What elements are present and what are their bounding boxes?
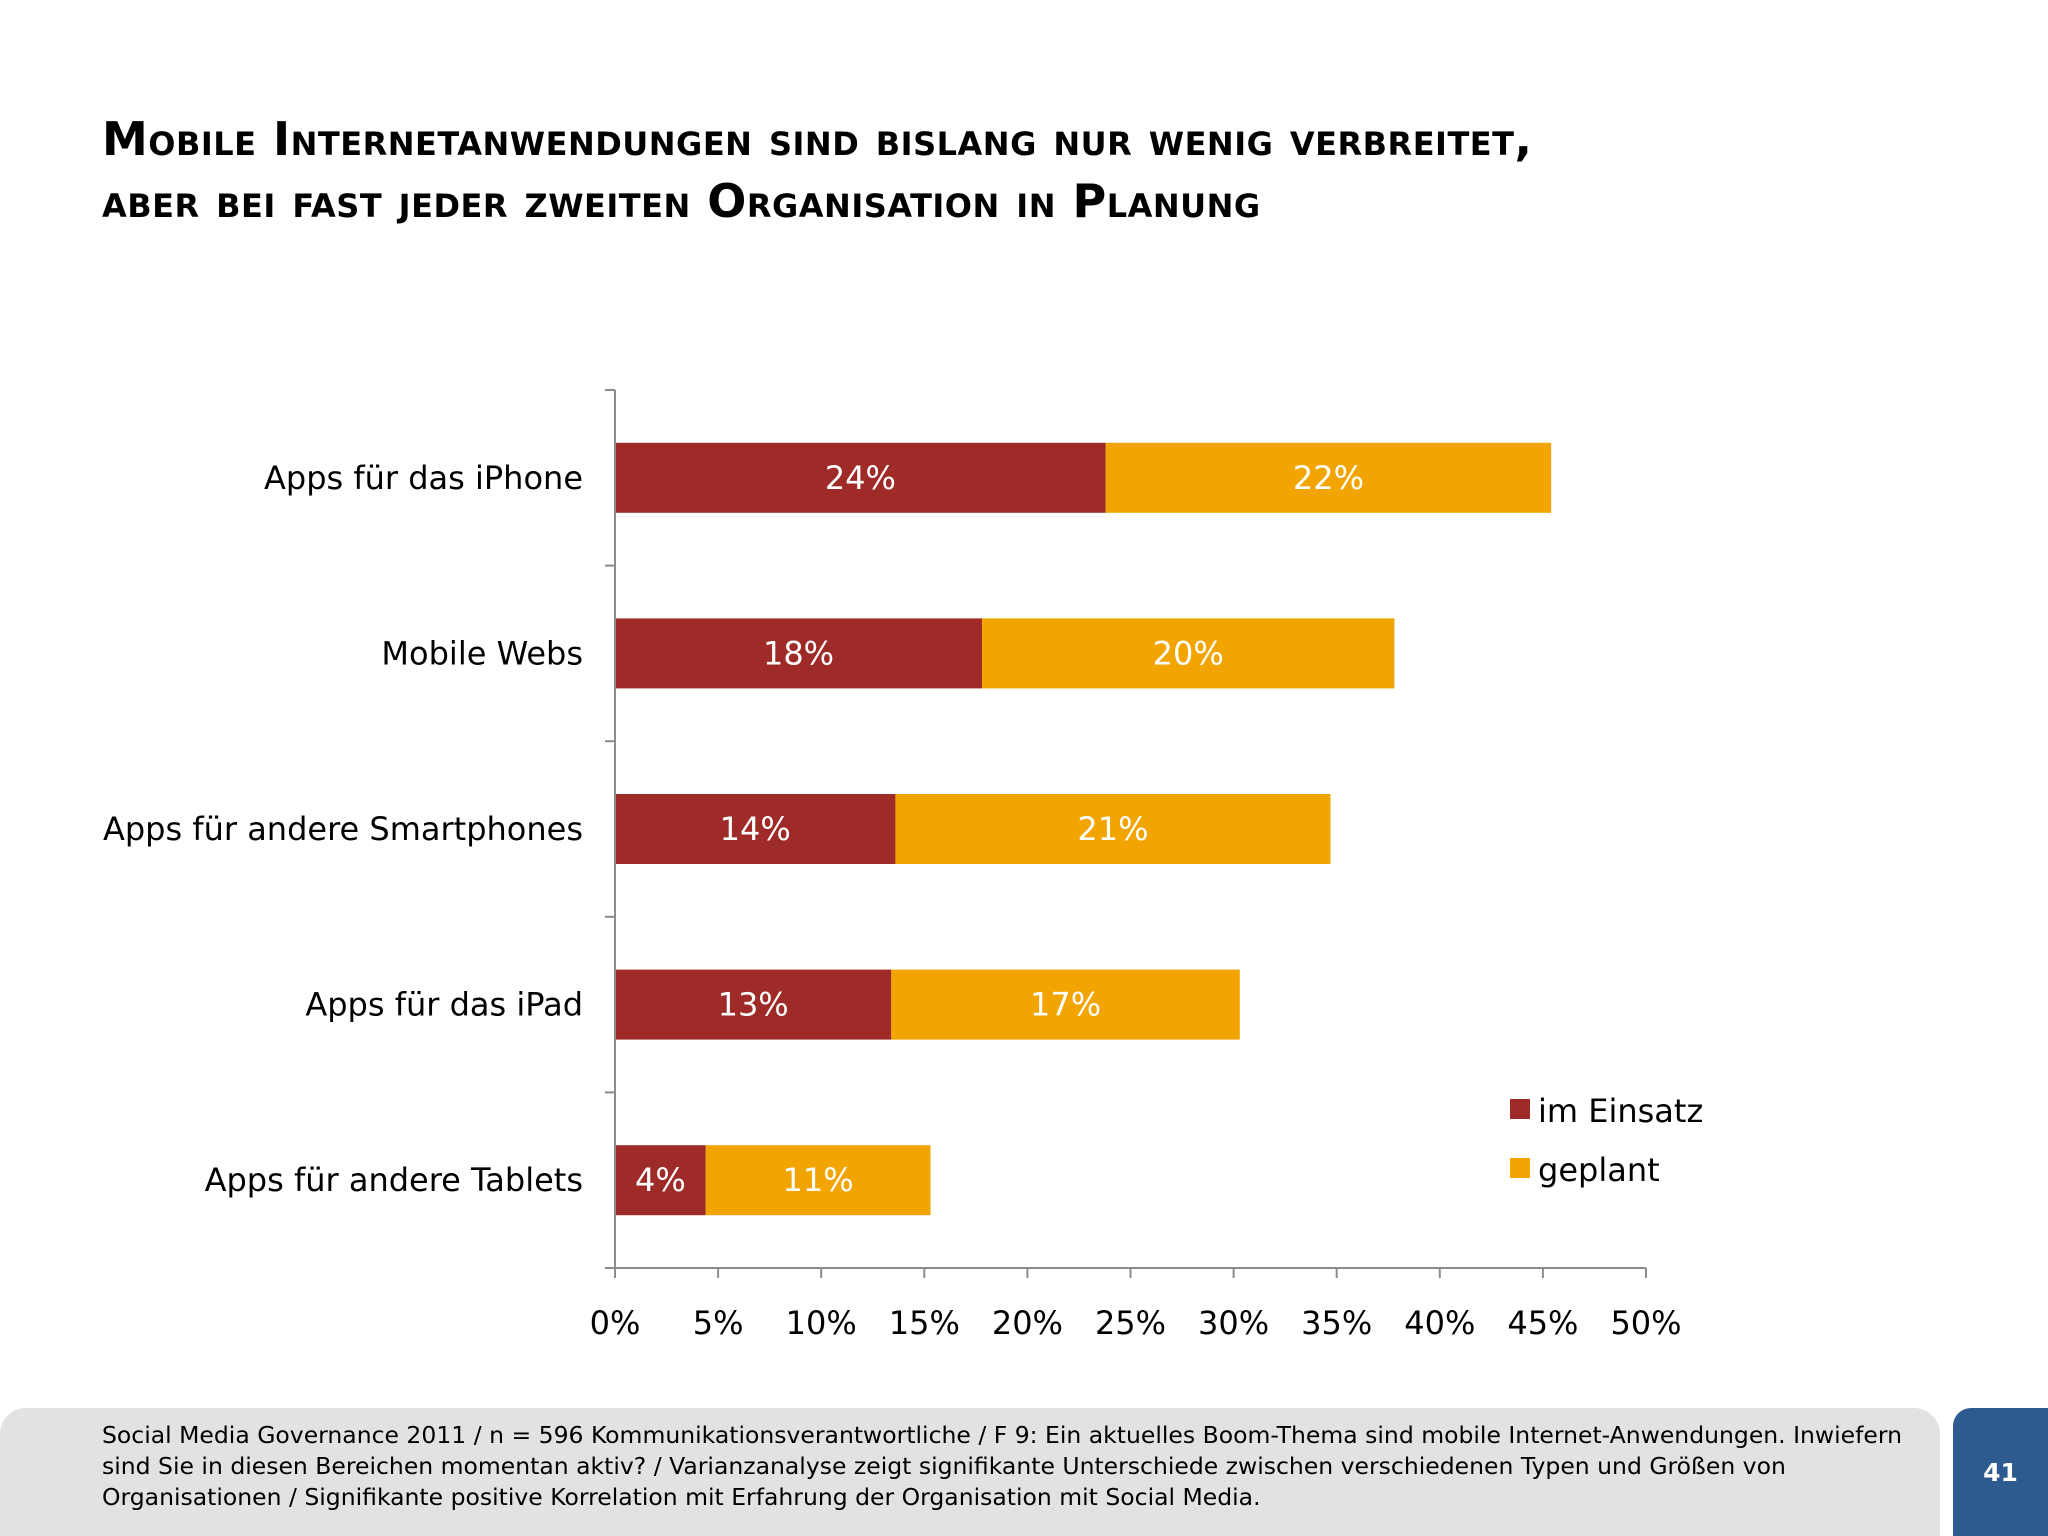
- data-label: 14%: [720, 810, 791, 848]
- data-label: 17%: [1030, 986, 1101, 1024]
- x-tick-label: 50%: [1610, 1304, 1681, 1342]
- data-label: 18%: [763, 634, 834, 672]
- data-label: 21%: [1077, 810, 1148, 848]
- x-tick-label: 15%: [889, 1304, 960, 1342]
- bar-segment: [982, 618, 1395, 689]
- bar-segment: [615, 794, 896, 864]
- x-tick-label: 0%: [590, 1304, 641, 1342]
- page-number: 41: [1983, 1457, 2018, 1487]
- legend-label: geplant: [1538, 1151, 1660, 1189]
- data-label: 13%: [718, 986, 789, 1024]
- category-label: Apps für andere Tablets: [205, 1161, 583, 1199]
- category-label: Mobile Webs: [381, 634, 583, 672]
- page-number-box: 41: [1953, 1408, 2048, 1536]
- title-line-1: Mobile Internetanwendungen sind bislang …: [102, 112, 1533, 166]
- title-line-2: aber bei fast jeder zweiten Organisation…: [102, 174, 1261, 228]
- bar-segment: [615, 969, 892, 1040]
- source-footnote: Social Media Governance 2011 / n = 596 K…: [102, 1421, 1903, 1511]
- data-label: 4%: [635, 1161, 686, 1199]
- x-tick-label: 35%: [1301, 1304, 1372, 1342]
- chart-legend: im Einsatz geplant: [1510, 1092, 1703, 1189]
- legend-label: im Einsatz: [1538, 1092, 1703, 1130]
- x-tick-label: 30%: [1198, 1304, 1269, 1342]
- category-label: Apps für andere Smartphones: [103, 810, 583, 848]
- x-tick-label: 45%: [1507, 1304, 1578, 1342]
- data-label: 20%: [1153, 634, 1224, 672]
- category-label: Apps für das iPad: [305, 986, 583, 1024]
- legend-swatch: [1510, 1158, 1530, 1178]
- category-label: Apps für das iPhone: [264, 459, 583, 497]
- data-label: 22%: [1293, 459, 1364, 497]
- data-label: 24%: [825, 459, 896, 497]
- bar-segment: [615, 1145, 706, 1216]
- bar-segment: [615, 618, 983, 689]
- bar-segment: [615, 442, 1106, 513]
- x-tick-label: 25%: [1095, 1304, 1166, 1342]
- bar-segment: [891, 969, 1240, 1040]
- data-label: 11%: [783, 1161, 854, 1199]
- legend-swatch: [1510, 1099, 1530, 1119]
- x-tick-label: 20%: [992, 1304, 1063, 1342]
- x-tick-label: 10%: [786, 1304, 857, 1342]
- axes-layer: 0% 5% 10% 15% 20% 25% 30% 35% 40% 45% 50%: [590, 389, 1682, 1342]
- bar-segment: [1105, 442, 1552, 513]
- slide-title: Mobile Internetanwendungen sind bislang …: [102, 108, 1532, 232]
- bars-layer: Apps für das iPhone 24% 22% Mobile Webs 18% 2…: [103, 442, 1552, 1216]
- x-tick-label: 5%: [693, 1304, 744, 1342]
- x-tick-label: 40%: [1404, 1304, 1475, 1342]
- footer-band: [0, 1408, 1940, 1536]
- stacked-bar-chart: Apps für das iPhone 24% 22% Mobile Webs 18% 2…: [103, 389, 1703, 1342]
- bar-segment: [705, 1145, 931, 1216]
- bar-segment: [895, 794, 1331, 864]
